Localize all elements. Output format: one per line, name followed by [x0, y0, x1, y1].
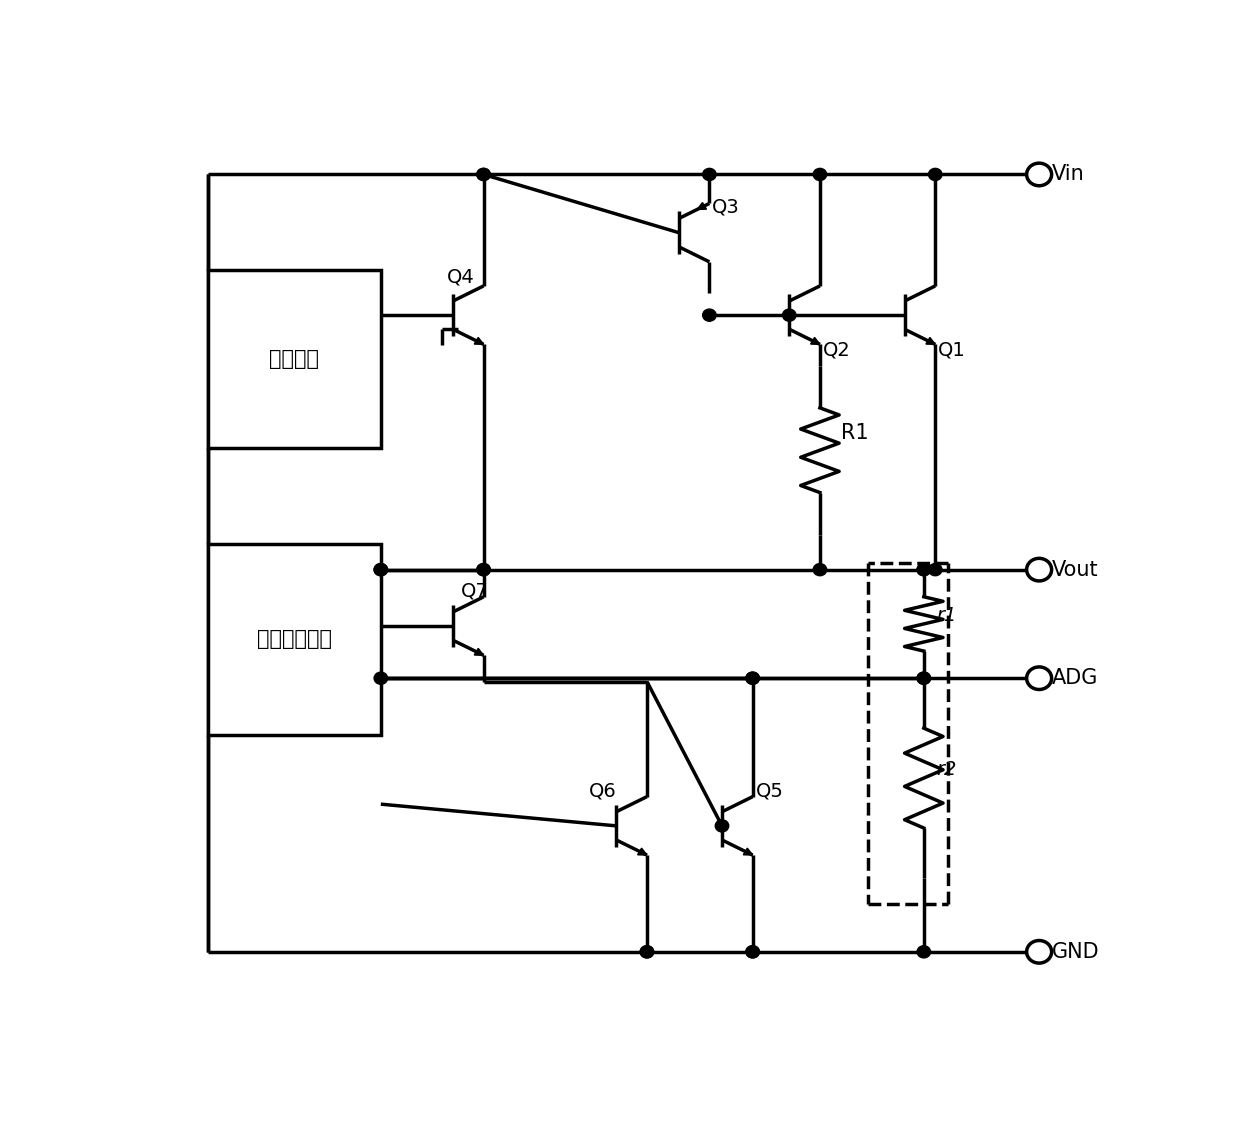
Text: Q2: Q2 [822, 341, 851, 360]
Circle shape [703, 309, 717, 321]
Circle shape [703, 168, 717, 180]
Bar [208, 544, 381, 734]
Circle shape [746, 672, 759, 685]
Circle shape [929, 168, 942, 180]
Circle shape [918, 945, 930, 958]
Circle shape [477, 564, 490, 575]
Polygon shape [926, 337, 935, 344]
Circle shape [918, 672, 930, 685]
Circle shape [746, 945, 759, 958]
Text: ADG: ADG [1052, 668, 1097, 688]
Circle shape [918, 672, 930, 685]
Text: Q6: Q6 [589, 781, 616, 800]
Text: GND: GND [1052, 942, 1099, 962]
Circle shape [918, 564, 930, 575]
Text: R1: R1 [841, 423, 869, 443]
Text: Q3: Q3 [712, 197, 740, 217]
Text: r1: r1 [936, 606, 957, 625]
Polygon shape [811, 337, 820, 344]
Polygon shape [474, 649, 484, 655]
Text: Q7: Q7 [461, 581, 489, 600]
Polygon shape [637, 848, 647, 855]
Polygon shape [743, 848, 753, 855]
Polygon shape [474, 337, 484, 344]
Circle shape [782, 309, 796, 321]
Circle shape [746, 945, 759, 958]
Text: Q4: Q4 [448, 267, 475, 287]
Circle shape [477, 168, 490, 180]
Circle shape [374, 672, 388, 685]
Text: Vout: Vout [1052, 559, 1099, 580]
Circle shape [746, 672, 759, 685]
Text: Q1: Q1 [937, 341, 966, 360]
Text: Q5: Q5 [755, 781, 784, 800]
Circle shape [640, 945, 653, 958]
Circle shape [374, 564, 388, 575]
Circle shape [813, 564, 827, 575]
Bar [208, 270, 381, 448]
Circle shape [477, 168, 490, 180]
Circle shape [477, 564, 490, 575]
Text: 环路控制模块: 环路控制模块 [257, 629, 332, 649]
Circle shape [918, 564, 930, 575]
Circle shape [929, 564, 942, 575]
Circle shape [715, 820, 729, 832]
Polygon shape [697, 203, 707, 210]
Circle shape [374, 564, 388, 575]
Text: Vin: Vin [1052, 165, 1084, 185]
Text: r2: r2 [936, 760, 957, 779]
Circle shape [640, 945, 653, 958]
Text: 启动模块: 启动模块 [269, 349, 320, 369]
Circle shape [813, 168, 827, 180]
